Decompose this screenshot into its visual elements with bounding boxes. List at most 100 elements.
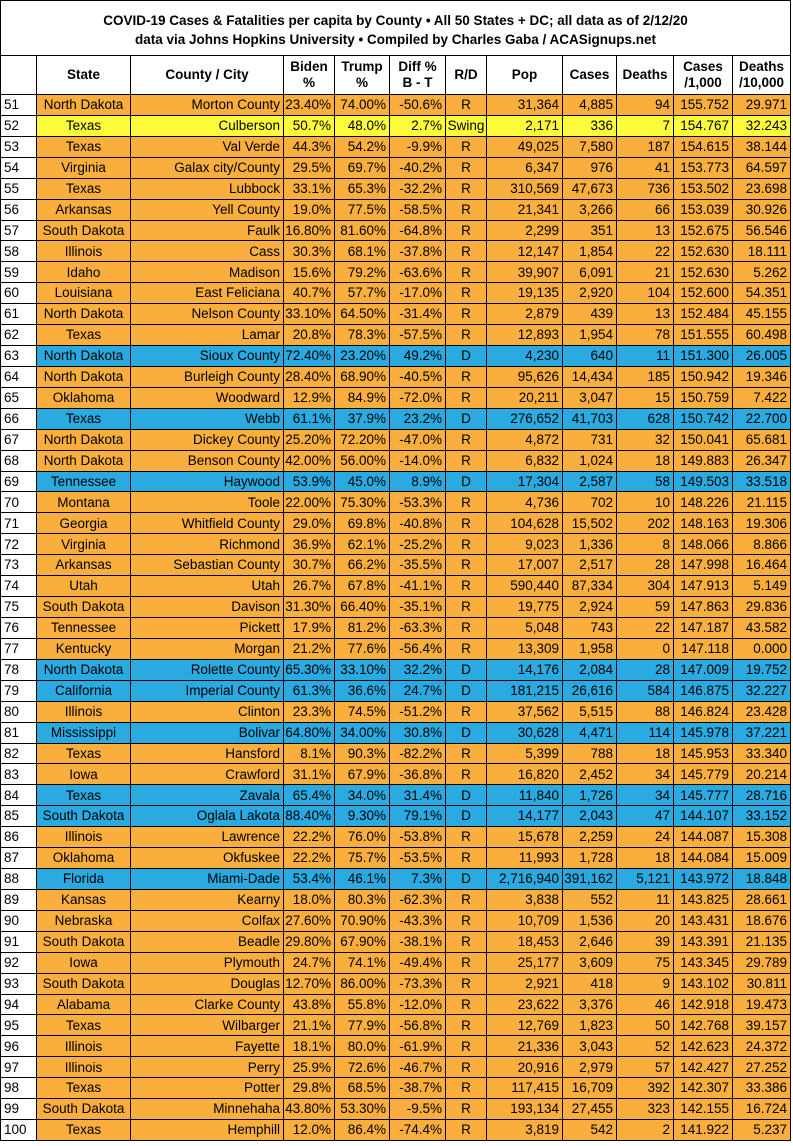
data-cell: -73.3% [390,973,446,995]
data-cell: -64.8% [390,220,446,242]
row-number: 87 [0,848,37,870]
row-number: 59 [0,262,37,284]
data-cell: 47,673 [563,178,617,200]
data-cell: 94 [617,95,674,116]
data-cell: 152.630 [674,241,733,263]
data-cell: 25.20% [284,429,335,451]
data-cell: R [446,701,487,723]
row-number: 73 [0,555,37,577]
data-cell: Perry [131,1057,284,1079]
data-cell: South Dakota [37,931,131,953]
data-cell: 391,162 [563,869,617,890]
data-cell: -57.5% [390,325,446,347]
data-cell: 80.0% [335,1036,390,1058]
data-cell: Cass [131,241,284,263]
row-number: 57 [0,220,37,242]
data-cell: -50.6% [390,95,446,116]
data-cell: 23.20% [335,346,390,367]
data-cell: Webb [131,408,284,430]
row-number: 75 [0,597,37,618]
data-cell: Toole [131,492,284,514]
data-cell: North Dakota [37,659,131,681]
header-text: R/D [454,66,478,82]
data-cell: East Feliciana [131,283,284,305]
row-number: 92 [0,952,37,974]
data-cell: -61.9% [390,1036,446,1058]
data-cell: 16,820 [487,764,563,786]
data-cell: 3,376 [563,994,617,1016]
data-cell: 2,043 [563,806,617,828]
data-cell: Miami-Dade [131,869,284,890]
data-cell: 18.848 [733,869,791,890]
header-text: /10,000 [738,74,785,90]
data-cell: 33.10% [284,304,335,326]
data-cell: 39.157 [733,1015,791,1037]
data-cell: 27.60% [284,910,335,932]
data-cell: 13 [617,220,674,242]
data-cell: 9.30% [335,806,390,828]
data-cell: 39 [617,931,674,953]
data-cell: 2,924 [563,597,617,618]
row-number: 67 [0,429,37,451]
data-cell: 18.111 [733,241,791,263]
data-cell: 6,832 [487,450,563,472]
data-cell: 39,907 [487,262,563,284]
header-text: Deaths [738,58,784,74]
data-cell: South Dakota [37,220,131,242]
data-cell: Sebastian County [131,555,284,577]
data-cell: 75.30% [335,492,390,514]
data-cell: Rolette County [131,659,284,681]
data-cell: 75.7% [335,848,390,870]
data-cell: 59 [617,597,674,618]
data-cell: 181,215 [487,680,563,702]
data-cell: 439 [563,304,617,326]
data-cell: Sioux County [131,346,284,367]
data-cell: -40.8% [390,513,446,535]
data-cell: 147.913 [674,576,733,598]
data-cell: 29.5% [284,157,335,179]
data-cell: Val Verde [131,136,284,158]
data-cell: 79.1% [390,806,446,828]
data-cell: 142.307 [674,1078,733,1100]
data-cell: 68.5% [335,1078,390,1100]
data-cell: 50.7% [284,115,335,137]
data-cell: 48.0% [335,115,390,137]
data-cell: 70.90% [335,910,390,932]
data-cell: Wilbarger [131,1015,284,1037]
data-cell: Potter [131,1078,284,1100]
data-cell: Louisiana [37,283,131,305]
data-cell: 72.20% [335,429,390,451]
data-cell: 152.600 [674,283,733,305]
data-cell: 19.346 [733,366,791,388]
data-cell: 22 [617,618,674,639]
row-number: 52 [0,115,37,137]
data-cell: 7 [617,115,674,137]
data-cell: 3,047 [563,387,617,409]
data-cell: 143.391 [674,931,733,953]
data-cell: 145.779 [674,764,733,786]
data-cell: Illinois [37,1057,131,1079]
data-cell: 19.306 [733,513,791,535]
data-cell: 7,580 [563,136,617,158]
header-cell: State [37,55,131,95]
data-cell: 57 [617,1057,674,1079]
row-number: 83 [0,764,37,786]
data-cell: Clinton [131,701,284,723]
data-cell: 153.773 [674,157,733,179]
data-cell: 2,646 [563,931,617,953]
data-cell: Montana [37,492,131,514]
data-cell: Texas [37,325,131,347]
data-cell: R [446,1078,487,1100]
data-cell: D [446,680,487,702]
data-cell: 193,134 [487,1099,563,1121]
data-cell: -36.8% [390,764,446,786]
data-cell: Whitfield County [131,513,284,535]
data-cell: 33.518 [733,471,791,493]
data-cell: 21.115 [733,492,791,514]
data-cell: R [446,429,487,451]
data-cell: Plymouth [131,952,284,974]
data-cell: 304 [617,576,674,598]
data-cell: 16.724 [733,1099,791,1121]
data-cell: 4,736 [487,492,563,514]
data-cell: 53.4% [284,869,335,890]
